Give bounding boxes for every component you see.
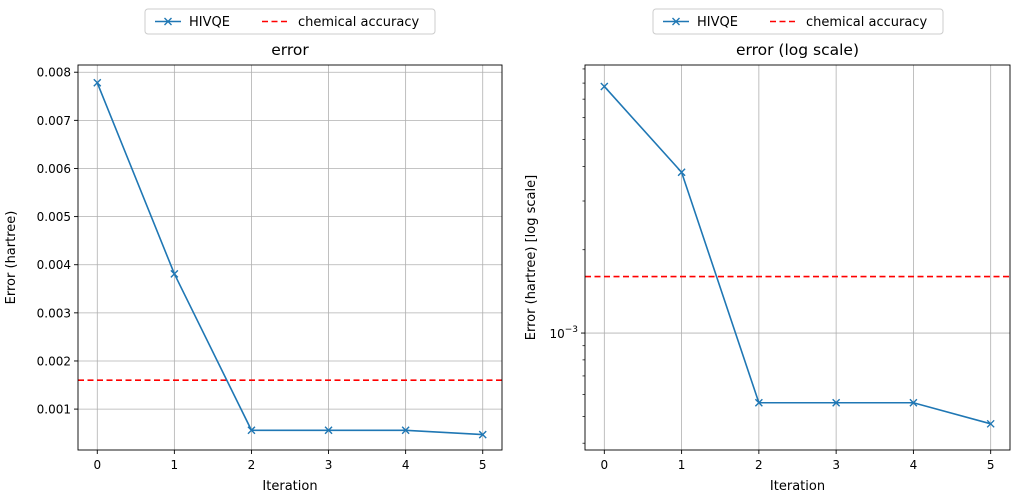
chart1-data-point [247, 426, 256, 435]
chart2-data-point [832, 398, 841, 407]
chart2-x-tick-label: 5 [987, 458, 995, 472]
chart2-series-line-hivqe [603, 85, 991, 425]
chart2-data-point [600, 82, 609, 91]
chart1-legend-chemical-accuracy-label: chemical accuracy [298, 15, 419, 30]
chart2-x-tick-label: 3 [832, 458, 840, 472]
chart1-y-tick-label: 0.006 [37, 162, 71, 176]
chart1-y-tick-label: 0.003 [37, 306, 71, 320]
chart2-y-axis-label: Error (hartree) [log scale] [524, 175, 539, 340]
chart2-x-tick-label: 2 [755, 458, 763, 472]
chart1-series-line-hivqe [96, 82, 483, 436]
chart1-data-point [478, 430, 487, 439]
chart1-y-tick-label: 0.001 [37, 403, 71, 417]
chart1-legend-hivqe-label: HIVQE [189, 15, 230, 30]
chart1-x-tick-label: 3 [325, 458, 333, 472]
chart2-x-tick-label: 4 [910, 458, 918, 472]
chart1-x-tick-label: 4 [402, 458, 410, 472]
chart2-x-tick-label: 1 [678, 458, 686, 472]
chart1-x-axis-label: Iteration [262, 479, 317, 494]
chart1-y-tick-label: 0.007 [37, 114, 71, 128]
chart1-y-tick-label: 0.008 [37, 66, 71, 80]
chart2-y-tick-label-base: 10 [549, 327, 564, 341]
chart2-x-tick-label: 0 [600, 458, 608, 472]
chart1-y-tick-label: 0.002 [37, 354, 71, 368]
chart1-legend-hivqe-marker [164, 17, 172, 26]
chart1-legend-frame [144, 8, 436, 35]
chart2-data-point [754, 398, 763, 407]
chart1-x-tick-label: 0 [93, 458, 101, 472]
chart1-title: error [271, 41, 309, 59]
chart1-x-tick-label: 5 [479, 458, 487, 472]
chart2-data-point [677, 168, 686, 177]
chart2-data-point [909, 398, 918, 407]
chart1-x-tick-label: 2 [248, 458, 256, 472]
chart2-axes-frame [584, 64, 1011, 451]
chart1-y-axis-label: Error (hartree) [4, 211, 19, 305]
chart2-x-axis-label: Iteration [770, 479, 825, 494]
chart2-y-tick-label: 10−3 [549, 325, 578, 341]
chart1-data-point [93, 78, 102, 87]
chart2-title: error (log scale) [736, 41, 859, 59]
chart1-x-tick-label: 1 [171, 458, 179, 472]
chart1-data-point [170, 269, 179, 278]
chart2-y-tick-label-exponent: −3 [565, 325, 578, 335]
chart2-data-point [986, 419, 995, 428]
chart1-y-tick-label: 0.005 [37, 210, 71, 224]
chart1-legend: HIVQE chemical accuracy [144, 8, 436, 35]
chart2-legend-frame [652, 8, 944, 35]
chart2-legend: HIVQE chemical accuracy [652, 8, 944, 35]
chart1-panel: 0 1 2 3 4 5 0.001 0.002 0.003 0.004 0.005 0.006 0.00… [4, 8, 503, 494]
chart1-data-point [324, 426, 333, 435]
chart1-axes-frame [77, 64, 503, 451]
chart1-data-point [401, 426, 410, 435]
chart2-panel: 0 1 2 3 4 5 10−3 error (log scale) Iteration Erro… [524, 8, 1011, 494]
chart2-legend-hivqe-label: HIVQE [697, 15, 738, 30]
chart2-legend-hivqe-marker [672, 17, 680, 26]
chart1-y-tick-label: 0.004 [37, 258, 71, 272]
chart2-legend-chemical-accuracy-label: chemical accuracy [806, 15, 927, 30]
